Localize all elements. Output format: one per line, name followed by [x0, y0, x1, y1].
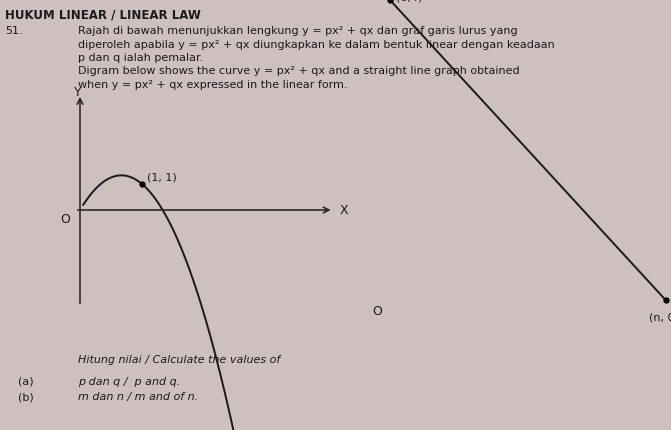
Text: p dan q /  p and q.: p dan q / p and q.	[78, 377, 180, 387]
Text: Digram below shows the curve y = px² + qx and a straight line graph obtained: Digram below shows the curve y = px² + q…	[78, 67, 519, 77]
Text: (b): (b)	[18, 392, 34, 402]
Text: (1, 1): (1, 1)	[147, 172, 176, 182]
Text: (0,4): (0,4)	[396, 0, 422, 3]
Text: X: X	[340, 203, 348, 216]
Text: 51.: 51.	[5, 26, 23, 36]
Text: Hitung nilai / Calculate the values of: Hitung nilai / Calculate the values of	[78, 355, 280, 365]
Text: Rajah di bawah menunjukkan lengkung y = px² + qx dan graf garis lurus yang: Rajah di bawah menunjukkan lengkung y = …	[78, 26, 517, 36]
Text: (a): (a)	[18, 377, 34, 387]
Text: O: O	[372, 305, 382, 318]
Text: m dan n / m and of n.: m dan n / m and of n.	[78, 392, 198, 402]
Text: p dan q ialah pemalar.: p dan q ialah pemalar.	[78, 53, 203, 63]
Text: diperoleh apabila y = px² + qx diungkapkan ke dalam bentuk linear dengan keadaan: diperoleh apabila y = px² + qx diungkapk…	[78, 40, 555, 49]
Text: HUKUM LINEAR / LINEAR LAW: HUKUM LINEAR / LINEAR LAW	[5, 8, 201, 21]
Text: (n, 0 ): (n, 0 )	[649, 312, 671, 322]
Text: O: O	[60, 213, 70, 226]
Text: when y = px² + qx expressed in the linear form.: when y = px² + qx expressed in the linea…	[78, 80, 348, 90]
Text: Y: Y	[74, 86, 82, 99]
